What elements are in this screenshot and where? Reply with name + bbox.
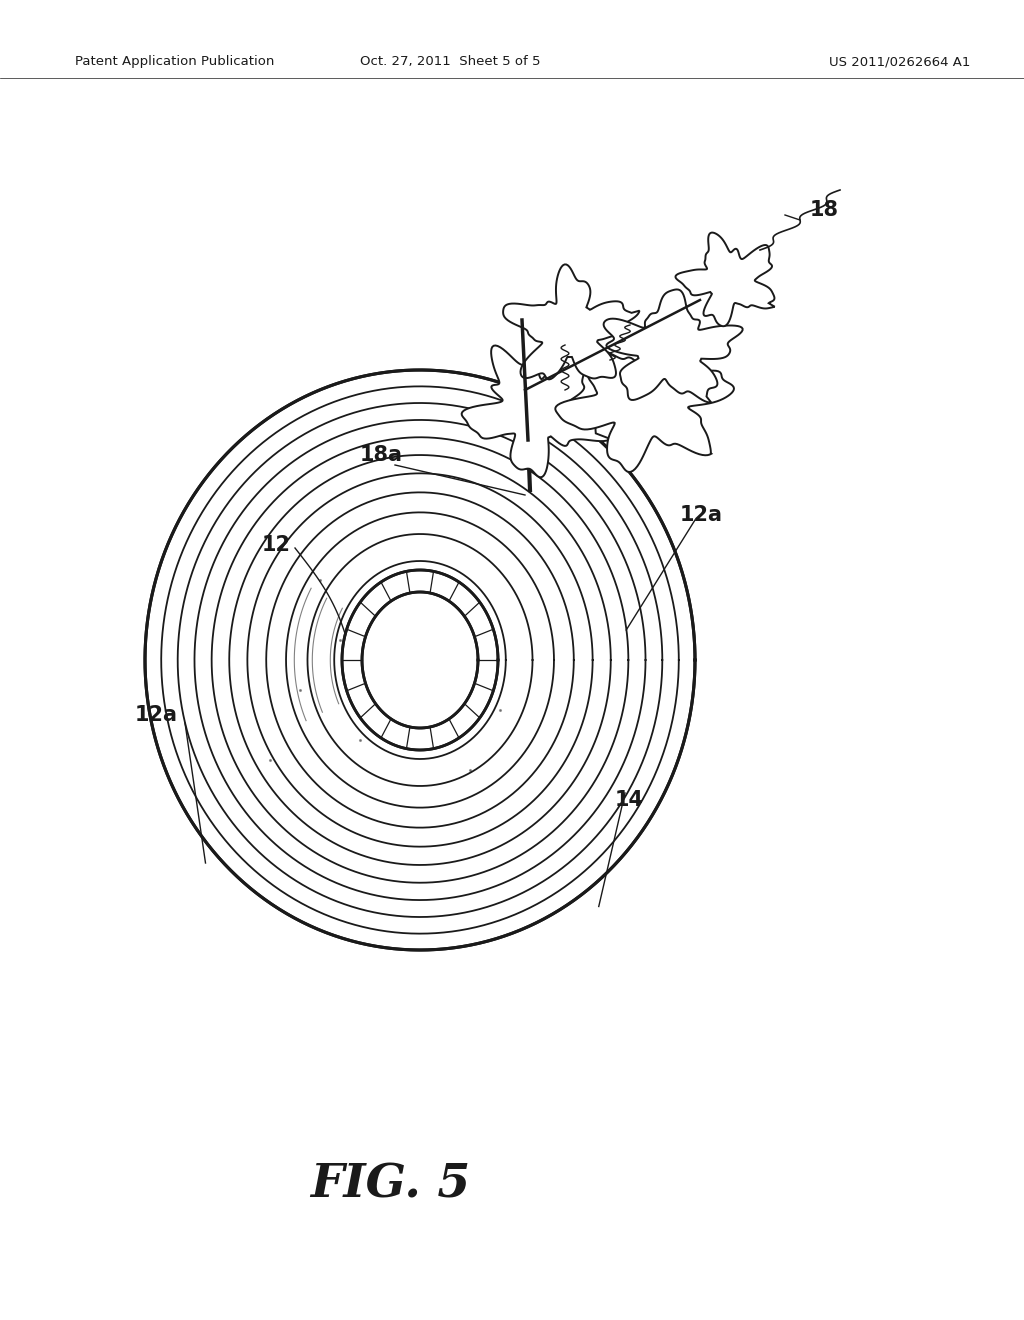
Text: 18a: 18a xyxy=(360,445,403,465)
Text: 12a: 12a xyxy=(680,506,723,525)
Polygon shape xyxy=(603,289,742,403)
Text: Patent Application Publication: Patent Application Publication xyxy=(75,55,274,69)
Text: 14: 14 xyxy=(615,789,644,810)
Polygon shape xyxy=(362,591,478,729)
Polygon shape xyxy=(555,329,734,473)
Text: 12a: 12a xyxy=(135,705,178,725)
Polygon shape xyxy=(462,346,609,478)
Polygon shape xyxy=(676,232,775,326)
Text: 12: 12 xyxy=(262,535,291,554)
Text: US 2011/0262664 A1: US 2011/0262664 A1 xyxy=(828,55,970,69)
Polygon shape xyxy=(342,570,498,750)
Text: Oct. 27, 2011  Sheet 5 of 5: Oct. 27, 2011 Sheet 5 of 5 xyxy=(359,55,541,69)
Text: 18: 18 xyxy=(810,201,839,220)
Polygon shape xyxy=(145,370,695,950)
Polygon shape xyxy=(503,264,639,379)
Text: FIG. 5: FIG. 5 xyxy=(310,1162,470,1208)
